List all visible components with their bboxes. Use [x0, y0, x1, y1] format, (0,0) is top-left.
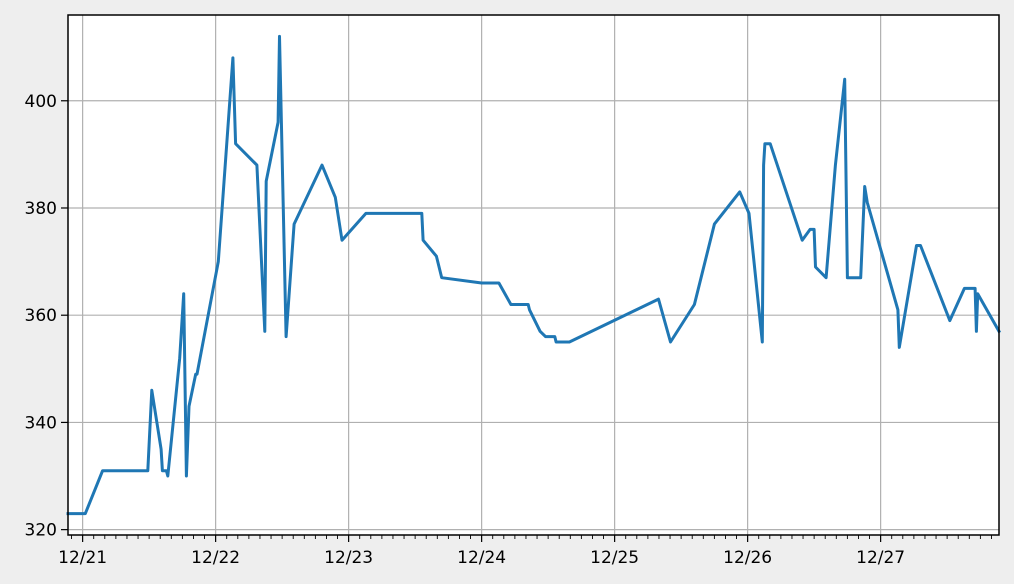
series-group — [66, 34, 1002, 516]
plot-frame — [67, 14, 1000, 536]
y-tick-label: 320 — [25, 521, 57, 541]
x-tick-label: 12/22 — [191, 548, 240, 568]
y-tick-label: 380 — [25, 199, 57, 219]
x-axis-tick-labels: 12/21 12/22 12/23 12/24 12/25 12/26 12/27 — [58, 548, 905, 568]
y-axis-tick-labels: 320 340 360 380 400 — [25, 92, 57, 541]
y-tick-label: 340 — [25, 413, 57, 433]
grid — [68, 15, 999, 535]
x-tick-label: 12/23 — [324, 548, 373, 568]
series-line — [66, 34, 1002, 516]
y-tick-label: 360 — [25, 306, 57, 326]
y-tick-label: 400 — [25, 92, 57, 112]
x-tick-label: 12/21 — [58, 548, 107, 568]
x-tick-label: 12/25 — [590, 548, 639, 568]
x-tick-label: 12/26 — [723, 548, 772, 568]
x-tick-label: 12/27 — [856, 548, 905, 568]
x-tick-label: 12/24 — [457, 548, 506, 568]
major-ticks — [61, 100, 882, 542]
